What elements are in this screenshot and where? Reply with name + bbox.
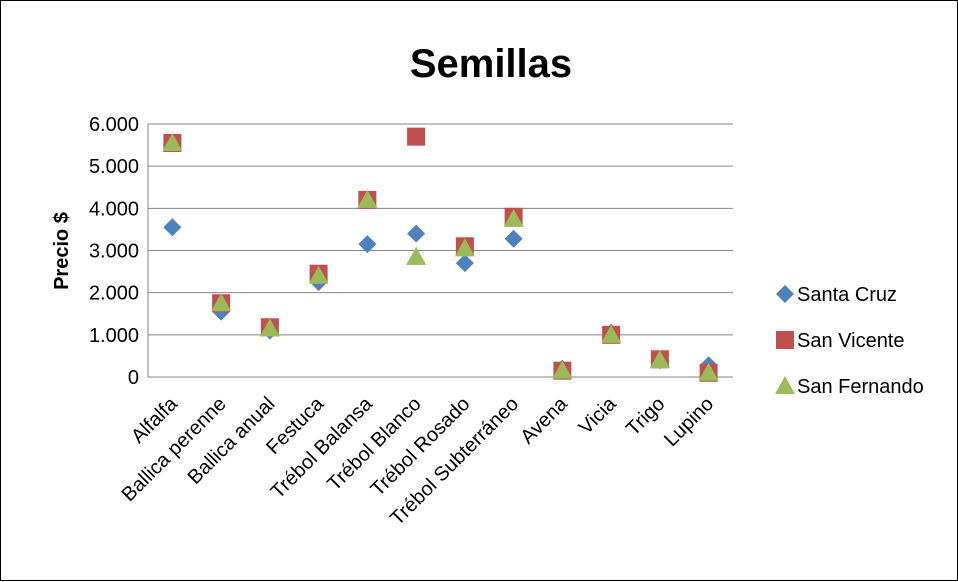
y-tick-label: 4.000	[89, 198, 139, 220]
axes	[147, 124, 733, 378]
data-point	[503, 208, 524, 227]
legend-label: San Fernando	[797, 376, 924, 398]
data-point	[308, 265, 329, 284]
y-tick-label: 1.000	[89, 325, 139, 347]
y-tick-label: 0	[128, 367, 139, 389]
legend-label: Santa Cruz	[797, 284, 897, 306]
legend-marker	[775, 376, 795, 394]
legend-marker	[776, 285, 794, 303]
x-tick-label: Vicia	[575, 392, 622, 439]
legend-label: San Vicente	[797, 330, 905, 352]
y-tick-label: 5.000	[89, 156, 139, 178]
data-point	[357, 189, 378, 208]
y-tick-label: 3.000	[89, 241, 139, 263]
data-point	[259, 318, 280, 337]
data-point	[162, 132, 183, 151]
series-santa-cruz	[163, 218, 718, 378]
data-point	[601, 324, 622, 343]
y-tick-label: 6.000	[89, 114, 139, 136]
legend-item: San Fernando	[775, 376, 924, 398]
data-points	[162, 127, 719, 382]
data-point	[454, 238, 475, 257]
data-point	[163, 218, 182, 237]
legend-item: San Vicente	[776, 330, 905, 352]
data-point	[407, 127, 426, 146]
data-point	[358, 235, 377, 254]
data-point	[455, 254, 474, 273]
data-point	[504, 229, 523, 248]
chart-title: Semillas	[410, 42, 572, 86]
data-point	[211, 293, 232, 312]
data-point	[406, 246, 427, 265]
legend-marker	[776, 331, 794, 349]
legend: Santa Cruz San Vicente San Fernando	[775, 284, 924, 398]
data-point	[552, 360, 573, 379]
y-tick-label: 2.000	[89, 283, 139, 305]
y-tick-labels: 0 1.000 2.000 3.000 4.000 5.000 6.000	[89, 114, 139, 389]
legend-item: Santa Cruz	[776, 284, 897, 306]
x-tick-label: Lupino	[660, 393, 718, 451]
gridlines	[148, 123, 733, 336]
y-axis-label: Precio $	[51, 212, 73, 290]
x-tick-label: Avena	[517, 392, 573, 448]
data-point	[698, 362, 719, 381]
data-point	[407, 224, 426, 243]
data-point	[649, 350, 670, 369]
series-san-fernando	[162, 132, 719, 381]
